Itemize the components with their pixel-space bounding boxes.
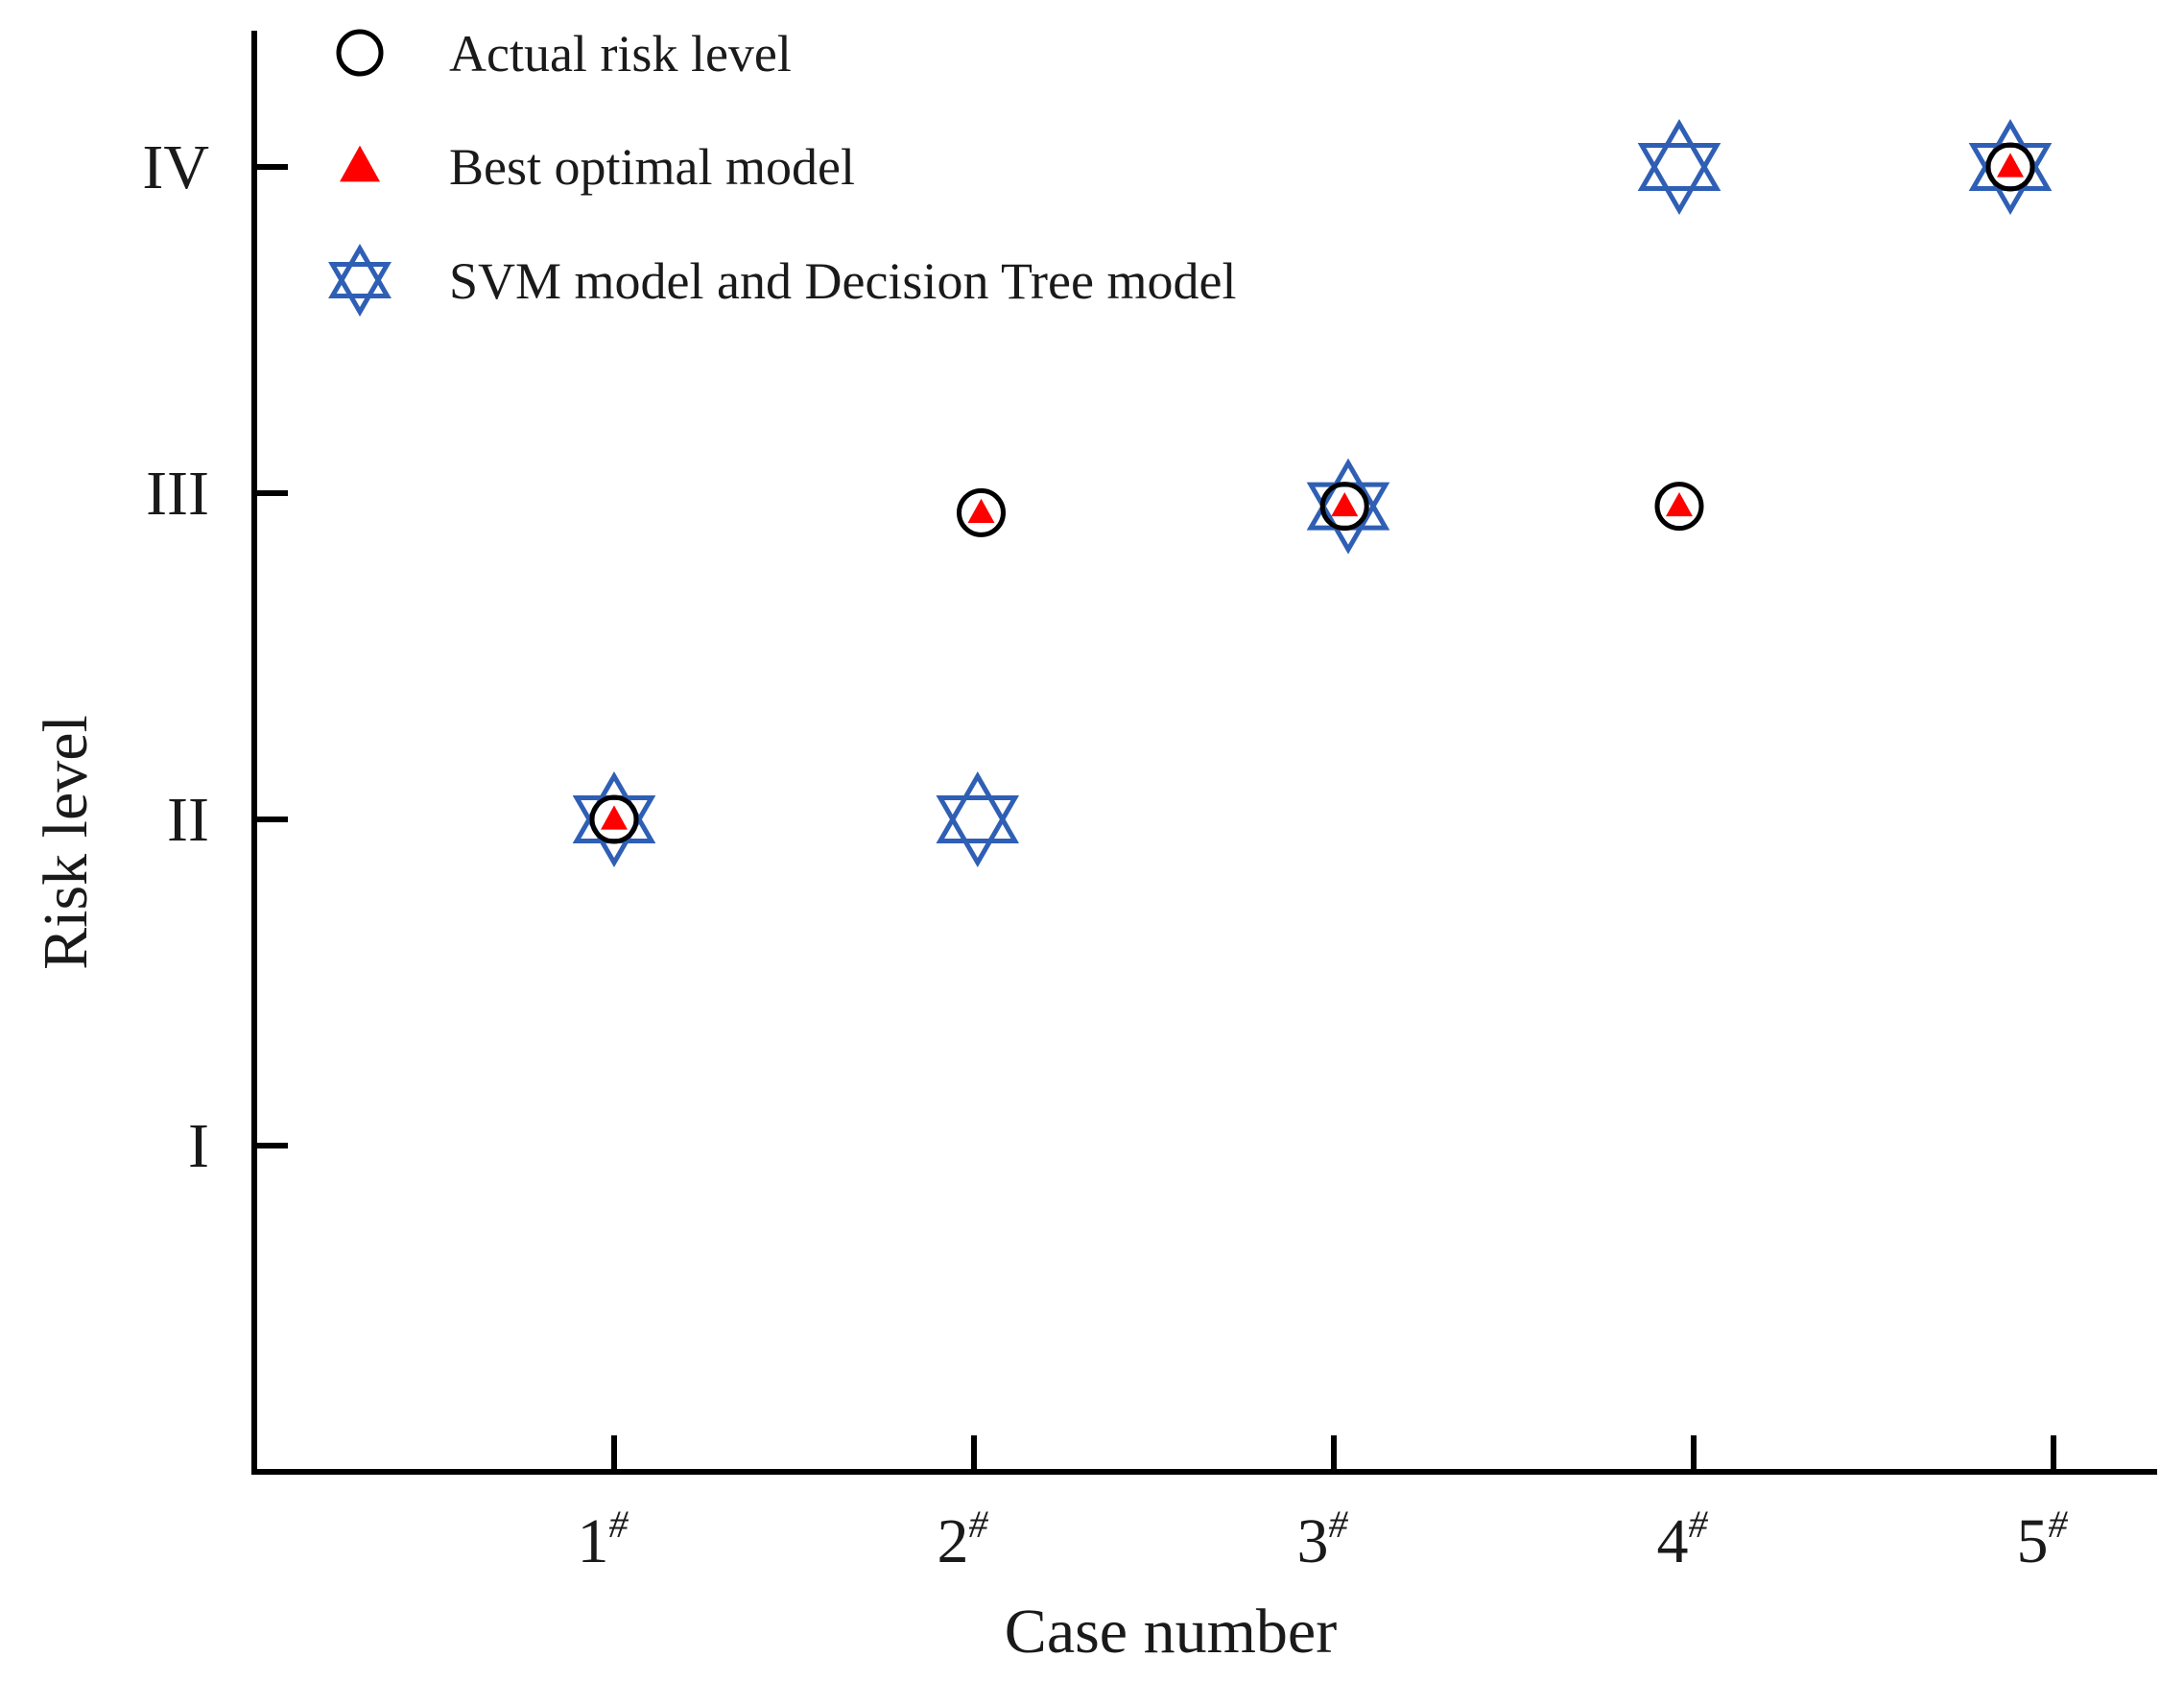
legend-best: Best optimal model — [340, 138, 855, 196]
y-tick-label-III: III — [146, 459, 209, 529]
point-best-2 — [967, 498, 995, 523]
y-axis-label: Risk level — [31, 715, 101, 970]
legend-best-label: Best optimal model — [449, 138, 855, 196]
legend-svm-symbol — [328, 244, 392, 317]
point-svm-4-up — [1637, 119, 1721, 191]
chart-marks — [572, 119, 2053, 868]
point-svm-3-down — [1306, 482, 1390, 555]
x-axis-label: Case number — [1005, 1597, 1337, 1667]
point-actual-1 — [589, 794, 639, 844]
x-tick-label-1: 1# — [578, 1503, 629, 1576]
legend-svm-symbol-down — [328, 262, 392, 317]
legend-svm: SVM model and Decision Tree model — [328, 244, 1236, 317]
point-svm-4-down — [1637, 143, 1721, 215]
legend-actual: Actual risk level — [336, 25, 792, 83]
point-best-3 — [1331, 491, 1359, 517]
y-tick-label-I: I — [188, 1111, 209, 1181]
point-svm-4 — [1637, 119, 1721, 215]
point-svm-2-up — [936, 770, 1020, 843]
point-best-4 — [1666, 491, 1693, 517]
point-actual-5 — [1985, 142, 2035, 192]
point-best-1 — [601, 805, 628, 830]
x-tick-label-2: 2# — [938, 1503, 989, 1576]
point-svm-3-up — [1306, 458, 1390, 531]
x-tick-label-4: 4# — [1657, 1503, 1709, 1576]
point-actual-3 — [1319, 482, 1369, 532]
point-best-5 — [1997, 153, 2024, 178]
y-tick-label-II: II — [167, 785, 209, 855]
legend-actual-label: Actual risk level — [449, 25, 792, 83]
point-svm-2 — [936, 770, 1020, 868]
legend-svm-symbol-up — [328, 244, 392, 298]
y-tick-label-IV: IV — [142, 132, 209, 202]
legend-svm-label: SVM model and Decision Tree model — [449, 252, 1236, 310]
point-svm-2-down — [936, 795, 1020, 868]
x-tick-label-5: 5# — [2017, 1503, 2069, 1576]
legend-best-symbol — [340, 145, 380, 182]
x-tick-label-3: 3# — [1297, 1503, 1349, 1576]
point-actual-2 — [957, 487, 1006, 537]
point-actual-4 — [1654, 482, 1704, 532]
legend-actual-symbol — [336, 29, 384, 77]
legend: Actual risk level Best optimal model SVM m… — [328, 25, 1236, 317]
